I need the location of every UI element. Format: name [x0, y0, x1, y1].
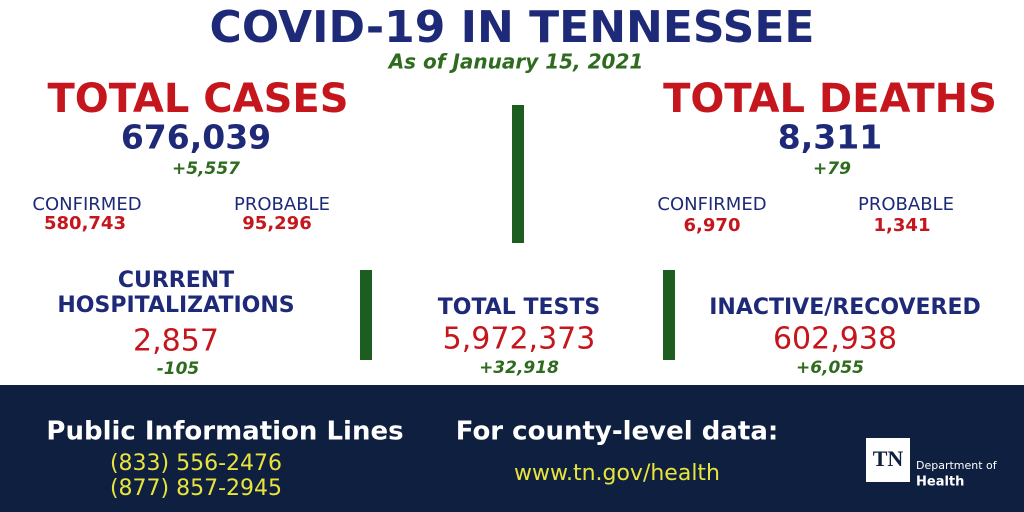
- deaths-probable-label: PROBABLE: [858, 194, 954, 215]
- deaths-probable: 1,341: [874, 215, 931, 236]
- deaths-confirmed: 6,970: [684, 215, 741, 236]
- county-title: For county-level data:: [456, 417, 779, 447]
- cases-label: TOTAL CASES: [47, 76, 348, 122]
- deaths-label: TOTAL DEATHS: [663, 76, 997, 122]
- hosp-label: HOSPITALIZATIONS: [57, 293, 294, 318]
- deaths-confirmed-label: CONFIRMED: [657, 194, 766, 215]
- tests-value: 5,972,373: [443, 322, 596, 357]
- subtitle: As of January 15, 2021: [387, 50, 644, 74]
- cases-probable: 95,296: [242, 213, 311, 234]
- cases-value: 676,039: [121, 118, 271, 157]
- hosp-label: CURRENT: [118, 268, 234, 293]
- tests-label: TOTAL TESTS: [438, 295, 600, 320]
- deaths-value: 8,311: [778, 118, 882, 157]
- cases-confirmed-label: CONFIRMED: [32, 194, 141, 215]
- logo-abbr: TN: [873, 446, 904, 471]
- recovered-value: 602,938: [773, 322, 897, 357]
- recovered-label: INACTIVE/RECOVERED: [709, 295, 981, 320]
- cases-probable-label: PROBABLE: [234, 194, 330, 215]
- recovered-change: +6,055: [796, 358, 864, 378]
- footer-band: [0, 385, 1024, 512]
- phone: (833) 556-2476: [110, 451, 282, 476]
- url: www.tn.gov/health: [514, 461, 720, 486]
- hosp-change: -105: [157, 359, 200, 379]
- deaths-change: +79: [813, 159, 851, 179]
- divider: [512, 105, 524, 243]
- logo-text: Health: [916, 475, 964, 490]
- hosp-value: 2,857: [133, 324, 219, 359]
- logo-box: [866, 438, 910, 482]
- logo-text: Department of: [916, 459, 998, 472]
- cases-change: +5,557: [172, 159, 240, 179]
- phone: (877) 857-2945: [110, 476, 282, 501]
- tests-change: +32,918: [479, 358, 559, 378]
- divider: [663, 270, 675, 360]
- cases-confirmed: 580,743: [44, 213, 126, 234]
- divider: [360, 270, 372, 360]
- title: COVID-19 IN TENNESSEE: [210, 2, 815, 53]
- info-title: Public Information Lines: [46, 417, 403, 447]
